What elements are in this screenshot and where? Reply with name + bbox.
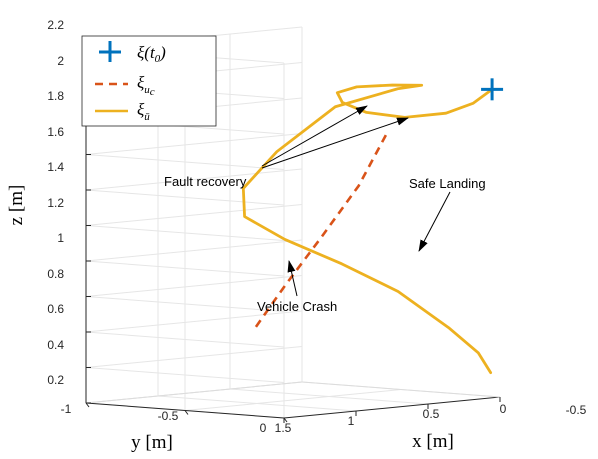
legend-item-initial: ξ(t0) — [99, 41, 166, 65]
series-line-recovery — [241, 83, 494, 375]
x-axis-tick-labels: 1.5 1 0.5 0 -0.5 — [275, 402, 587, 435]
y-axis-tick-labels: -1 -0.5 0 — [61, 402, 267, 435]
z-tick-label: 0.6 — [47, 302, 64, 316]
z-tick-label: 0.2 — [47, 373, 64, 387]
legend-item-crash: ξuc — [95, 73, 155, 98]
y-tick-label: -0.5 — [158, 409, 179, 423]
z-tick-label: 1.4 — [47, 160, 64, 174]
grid-line — [85, 168, 303, 191]
x-tick-label: 1 — [348, 414, 355, 428]
legend-label: ξ(t0) — [137, 43, 166, 65]
grid-line — [184, 389, 402, 411]
annotation-arrow — [261, 117, 409, 169]
z-tick-label: 1.6 — [47, 125, 64, 139]
floor-edge — [301, 381, 501, 398]
series-recovery-trajectory — [241, 83, 494, 375]
x-tick-label: 0 — [500, 402, 507, 416]
annotation-label: Vehicle Crash — [257, 299, 337, 314]
annotation-fault-recovery: Fault recovery — [164, 105, 409, 189]
x-tick-label: 0.5 — [423, 407, 440, 421]
grid-line — [85, 346, 303, 368]
floor-edge — [85, 381, 303, 404]
z-tick-label: 2 — [57, 54, 64, 68]
annotation-arrow — [418, 191, 451, 252]
x-tick-label: -0.5 — [566, 403, 587, 417]
legend-label: ξuc — [137, 73, 155, 98]
x-axis-line — [283, 396, 501, 419]
y-tick-mark — [184, 410, 189, 415]
y-tick-label: 0 — [260, 421, 267, 435]
legend: ξ(t0) ξuc ξū — [81, 35, 217, 127]
z-axis-label: z [m] — [6, 185, 27, 226]
annotation-vehicle-crash: Vehicle Crash — [257, 260, 337, 314]
z-tick-label: 0.4 — [47, 338, 64, 352]
grid-line — [85, 275, 303, 297]
series-crash-trajectory — [251, 134, 388, 332]
grid-line — [85, 239, 303, 262]
annotation-arrow — [261, 105, 368, 167]
annotation-safe-landing: Safe Landing — [409, 176, 486, 252]
legend-item-recovery: ξū — [95, 100, 150, 123]
x-axis-label: x [m] — [412, 431, 454, 452]
initial-state-marker — [481, 78, 504, 101]
series-line-crash — [251, 134, 388, 332]
z-axis-tick-labels: 0.2 0.4 0.6 0.8 1 1.2 1.4 1.6 1.8 2 2.2 — [47, 18, 64, 387]
z-tick-label: 0.8 — [47, 267, 64, 281]
grid-line — [85, 133, 303, 155]
z-tick-label: 1 — [57, 231, 64, 245]
x-tick-label: 1.5 — [275, 421, 292, 435]
z-tick-label: 1.2 — [47, 196, 64, 210]
grid-line — [85, 310, 303, 333]
y-tick-mark — [85, 402, 90, 408]
z-tick-label: 1.8 — [47, 89, 64, 103]
legend-label: ξū — [137, 100, 150, 123]
y-tick-label: -1 — [61, 402, 72, 416]
annotation-label: Fault recovery — [164, 174, 247, 189]
y-axis-label: y [m] — [131, 432, 173, 453]
annotation-label: Safe Landing — [409, 176, 486, 191]
z-tick-label: 2.2 — [47, 18, 64, 32]
annotation-arrow — [287, 260, 298, 297]
grid-line — [85, 204, 303, 226]
